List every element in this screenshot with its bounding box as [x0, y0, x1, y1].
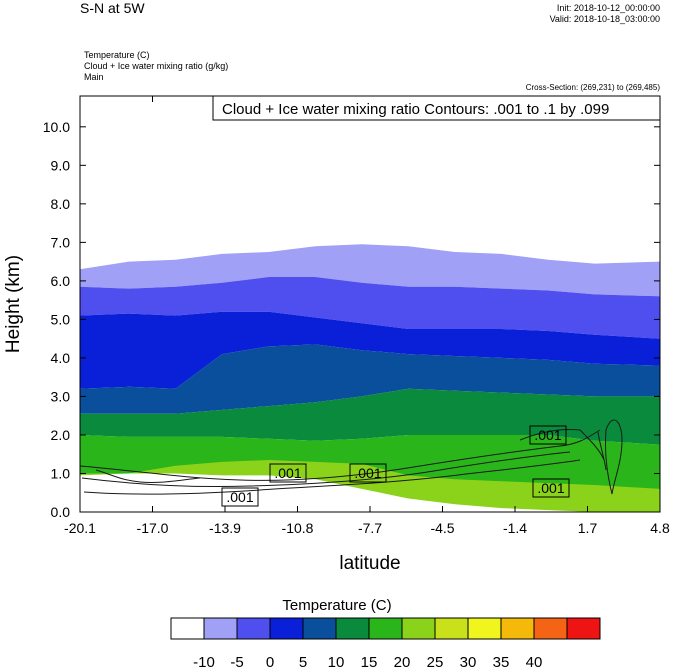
y-tick-label: 5.0	[51, 311, 71, 327]
y-tick-label: 6.0	[51, 273, 71, 289]
temperature-band-2	[80, 277, 660, 339]
colorbar-label: 5	[299, 654, 307, 668]
contour-label: .001	[274, 465, 301, 481]
field-temperature: Temperature (C)	[84, 50, 150, 60]
x-tick-label: -1.4	[503, 520, 527, 536]
contour-line-2	[81, 451, 571, 488]
contour-line-5	[519, 429, 605, 461]
colorbar-title: Temperature (C)	[282, 597, 392, 614]
valid-time: Valid: 2018-10-18_03:00:00	[549, 14, 660, 24]
colorbar-swatch	[401, 617, 436, 640]
colorbar-swatch	[368, 617, 403, 640]
colorbar-label: 25	[427, 654, 444, 668]
x-tick-label: 4.8	[650, 520, 670, 536]
x-tick-label: -7.7	[358, 520, 382, 536]
temperature-band-1	[80, 244, 660, 297]
y-axis-label: Height (km)	[3, 255, 24, 353]
contour-label-box	[349, 463, 387, 483]
init-time: Init: 2018-10-12_00:00:00	[556, 3, 660, 13]
y-tick-label: 3.0	[51, 388, 71, 404]
colorbar-swatch	[170, 617, 205, 640]
field-domain: Main	[84, 72, 104, 82]
x-tick-label: -4.5	[430, 520, 454, 536]
contour-label: .001	[354, 465, 381, 481]
x-tick-label: -13.9	[209, 520, 241, 536]
temperature-band-4	[80, 344, 660, 414]
contour-line-1	[79, 429, 601, 481]
x-tick-label: -20.1	[64, 520, 96, 536]
y-tick-label: 9.0	[51, 157, 71, 173]
plot-title: S-N at 5W	[80, 0, 145, 16]
colorbar-swatch	[533, 617, 568, 640]
colorbar-label: 0	[266, 654, 274, 668]
field-cloud-ice: Cloud + Ice water mixing ratio (g/kg)	[84, 61, 229, 71]
contour-line-7	[597, 431, 607, 471]
y-tick-label: 10.0	[43, 119, 70, 135]
colorbar-swatch	[335, 617, 370, 640]
contour-label-box	[532, 478, 570, 498]
contour-line-6	[604, 419, 623, 495]
colorbar-swatch	[566, 617, 601, 640]
y-tick-label: 8.0	[51, 196, 71, 212]
contour-label-box	[529, 425, 567, 445]
x-tick-label: -17.0	[137, 520, 169, 536]
contour-info-frame	[212, 95, 661, 121]
y-tick-label: 4.0	[51, 350, 71, 366]
colorbar-swatch	[203, 617, 238, 640]
x-axis-label: latitude	[339, 553, 400, 574]
temperature-band-5	[80, 388, 660, 445]
contour-line-4	[95, 469, 201, 483]
y-tick-label: 2.0	[51, 427, 71, 443]
contour-label: .001	[537, 480, 564, 496]
contour-info-box: Cloud + Ice water mixing ratio Contours:…	[212, 95, 661, 121]
colorbar-swatch	[434, 617, 469, 640]
colorbar-swatch	[302, 617, 337, 640]
colorbar-swatch	[269, 617, 304, 640]
cross-section-info: Cross-Section: (269,231) to (269,485)	[525, 83, 660, 92]
temperature-band-7	[80, 460, 660, 512]
colorbar-label: 20	[394, 654, 411, 668]
colorbar-swatch	[467, 617, 502, 640]
y-tick-label: 0.0	[51, 504, 71, 520]
y-tick-label: 7.0	[51, 234, 71, 250]
contour-line-3	[83, 459, 581, 495]
contour-label-box	[269, 463, 307, 483]
colorbar-label: 10	[328, 654, 345, 668]
x-tick-label: -10.8	[282, 520, 314, 536]
colorbar-label: -10	[193, 654, 215, 668]
contour-info-text: Cloud + Ice water mixing ratio Contours:…	[222, 101, 609, 118]
colorbar-swatch	[500, 617, 535, 640]
contour-label: .001	[226, 489, 253, 505]
axis-ticks: -20.1 -17.0 -13.9 -10.8 -7.7 -4.5 -1.4 1.7 4.8 0.…	[43, 96, 670, 536]
colorbar-label: 30	[460, 654, 477, 668]
contour-label: .001	[534, 427, 561, 443]
colorbar-label: -5	[230, 654, 243, 668]
y-tick-label: 1.0	[51, 465, 71, 481]
cloud-ice-contours: .001 .001 .001 .001 .001	[79, 419, 623, 507]
x-tick-label: 1.7	[578, 520, 598, 536]
colorbar-swatch	[236, 617, 271, 640]
contour-label-box	[221, 487, 259, 507]
colorbar-label: 35	[493, 654, 510, 668]
colorbar-label: 40	[526, 654, 543, 668]
colorbar-label: 15	[361, 654, 378, 668]
colorbar: -10 -5 0 5 10 15 20 25 30 35 40	[170, 617, 601, 668]
temperature-band-3	[80, 311, 660, 389]
